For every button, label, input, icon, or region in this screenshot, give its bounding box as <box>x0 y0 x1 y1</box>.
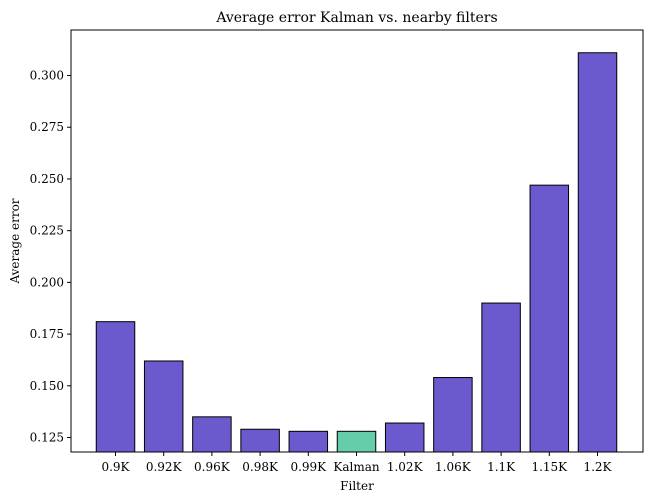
y-axis: 0.125 0.150 0.175 0.200 0.225 0.250 0.275 0.300 <box>30 69 71 445</box>
bar-1-1k <box>481 302 521 453</box>
x-tick-label: 0.99K <box>290 460 327 474</box>
x-tick-label: 1.1K <box>487 460 516 474</box>
y-tick-label: 0.200 <box>30 275 64 289</box>
plot-frame <box>70 29 644 453</box>
bar-0-99k <box>288 430 329 453</box>
x-tick-label: 1.02K <box>387 460 424 474</box>
bar-0-92k <box>143 360 184 453</box>
bar-1-15k <box>529 184 570 453</box>
bar-1-2k <box>577 52 618 453</box>
x-tick-label: 0.92K <box>146 460 183 474</box>
x-axis: 0.9K 0.92K 0.96K 0.98K 0.99K Kalman 1.02K 1.06K… <box>101 452 613 474</box>
chart-title: Average error Kalman vs. nearby filters <box>215 10 497 26</box>
bar-1-02k <box>384 422 425 453</box>
x-tick-label: Kalman <box>333 460 379 474</box>
x-tick-label: 0.9K <box>101 460 130 474</box>
x-tick-label: 0.98K <box>242 460 279 474</box>
x-tick-label: 1.15K <box>531 460 568 474</box>
bar-kalman <box>336 430 377 453</box>
bar-1-06k <box>433 377 473 453</box>
bar-0-9k <box>95 321 136 453</box>
y-tick-label: 0.175 <box>30 327 64 341</box>
y-tick-label: 0.300 <box>30 69 64 83</box>
x-tick-label: 0.96K <box>194 460 231 474</box>
y-tick-label: 0.275 <box>30 120 64 134</box>
bar-0-98k <box>240 428 280 453</box>
y-tick-label: 0.225 <box>30 224 64 238</box>
x-axis-label: Filter <box>340 479 374 493</box>
y-tick-label: 0.250 <box>30 172 64 186</box>
y-tick-label: 0.125 <box>30 431 64 445</box>
y-axis-label: Average error <box>8 198 22 284</box>
y-tick-label: 0.150 <box>30 379 64 393</box>
x-tick-label: 1.2K <box>583 460 612 474</box>
bar-0-96k <box>192 416 232 453</box>
bars-group <box>95 52 618 453</box>
x-tick-label: 1.06K <box>435 460 472 474</box>
